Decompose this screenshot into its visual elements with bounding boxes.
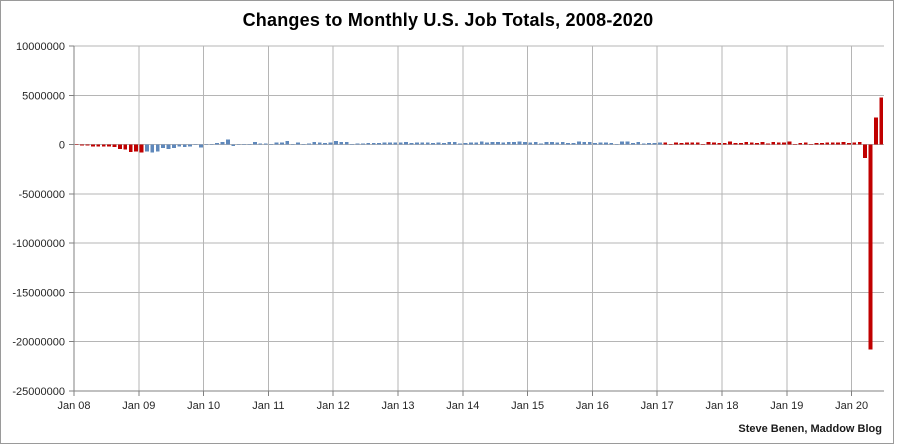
x-gridlines — [73, 46, 853, 391]
svg-text:Jan 18: Jan 18 — [705, 400, 738, 412]
svg-text:Jan 09: Jan 09 — [122, 400, 155, 412]
svg-text:-25000000: -25000000 — [12, 386, 65, 398]
x-axis-labels: Jan 08 Jan 09 Jan 10 Jan 11 Jan 12 Jan 13 Jan … — [57, 400, 868, 412]
svg-text:Jan 13: Jan 13 — [381, 400, 414, 412]
svg-text:Jan 15: Jan 15 — [511, 400, 544, 412]
svg-text:Jan 12: Jan 12 — [317, 400, 350, 412]
svg-text:Jan 14: Jan 14 — [446, 400, 479, 412]
svg-text:Jan 17: Jan 17 — [641, 400, 674, 412]
svg-text:-15000000: -15000000 — [12, 287, 65, 299]
svg-text:Jan 10: Jan 10 — [187, 400, 220, 412]
y-axis-labels: 10000000 5000000 0 -5000000 -10000000 -150000… — [12, 41, 65, 398]
y-gridlines — [74, 45, 884, 392]
svg-text:-20000000: -20000000 — [12, 337, 65, 349]
svg-text:0: 0 — [59, 140, 65, 152]
svg-text:-5000000: -5000000 — [19, 189, 66, 201]
svg-text:10000000: 10000000 — [16, 41, 65, 53]
axes — [69, 45, 884, 396]
svg-text:Jan 16: Jan 16 — [576, 400, 609, 412]
svg-text:Jan 20: Jan 20 — [835, 400, 868, 412]
svg-text:5000000: 5000000 — [22, 90, 65, 102]
svg-text:Jan 19: Jan 19 — [770, 400, 803, 412]
chart-title: Changes to Monthly U.S. Job Totals, 2008… — [242, 10, 654, 30]
svg-text:Jan 11: Jan 11 — [252, 400, 284, 412]
attribution: Steve Benen, Maddow Blog — [738, 423, 882, 435]
svg-text:Jan 08: Jan 08 — [57, 400, 90, 412]
svg-text:-10000000: -10000000 — [12, 238, 65, 250]
bars — [74, 97, 884, 350]
